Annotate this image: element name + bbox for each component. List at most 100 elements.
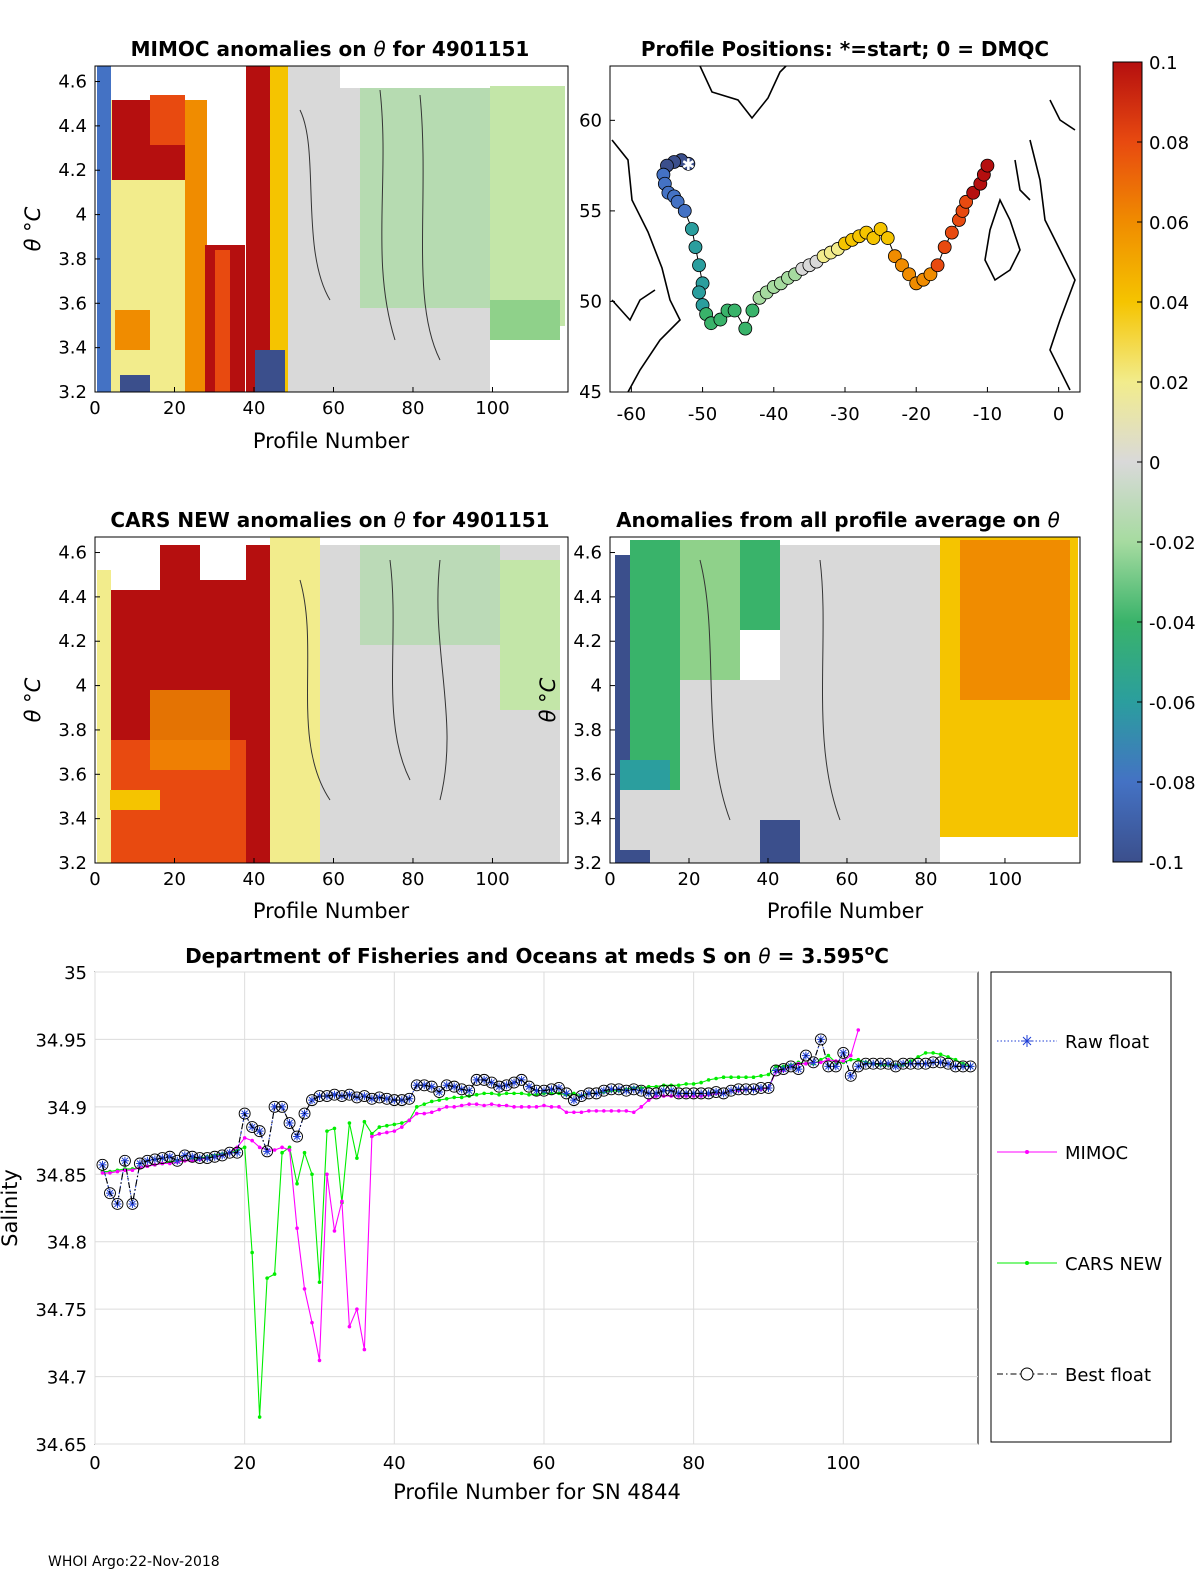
- data-point: [362, 1347, 367, 1352]
- data-point: [923, 1051, 928, 1055]
- cars-anomaly-panel: CARS NEW anomalies on θ for 4901151 0 20 4…: [21, 508, 569, 923]
- legend-label: Best float: [1065, 1365, 1151, 1386]
- data-point: [837, 1046, 850, 1059]
- data-point: [706, 1078, 711, 1082]
- profile-position-marker: [930, 258, 945, 273]
- legend-marker: [1020, 1367, 1034, 1381]
- data-point: [280, 1150, 284, 1155]
- data-point: [605, 1083, 618, 1096]
- cars-ytick-label: 3.2: [58, 853, 87, 874]
- data-point: [482, 1091, 486, 1096]
- data-point: [100, 1171, 105, 1175]
- data-point: [665, 1084, 678, 1097]
- map-xtick-label: -30: [830, 404, 859, 425]
- average-y-label: θ °C: [536, 677, 560, 722]
- salinity-ytick-label: 34.8: [47, 1233, 87, 1254]
- data-point: [150, 1155, 159, 1164]
- map-xtick-label: -10: [973, 404, 1002, 425]
- data-point: [794, 1065, 803, 1074]
- data-point: [575, 1090, 588, 1103]
- colorbar-tick-label: 0.02: [1149, 373, 1189, 394]
- data-point: [414, 1111, 419, 1116]
- data-point: [328, 1088, 341, 1101]
- data-point: [315, 1092, 324, 1101]
- average-xtick-label: 0: [604, 869, 615, 890]
- data-point: [370, 1134, 374, 1139]
- salinity-chart: Department of Fisheries and Oceans at me…: [0, 943, 1172, 1504]
- colorbar-tick-label: -0.04: [1149, 613, 1196, 634]
- data-point: [582, 1087, 595, 1100]
- mimoc-y-label: θ °C: [21, 206, 45, 251]
- data-point: [680, 1087, 693, 1100]
- data-point: [325, 1172, 329, 1177]
- data-point: [527, 1092, 531, 1097]
- colorbar-tick-label: 0.06: [1149, 213, 1189, 234]
- data-point: [931, 1051, 935, 1055]
- data-point: [751, 1075, 756, 1079]
- data-point: [317, 1280, 322, 1284]
- data-point: [538, 1084, 550, 1097]
- data-point: [173, 1156, 182, 1165]
- data-point: [809, 1058, 818, 1067]
- legend-label: MIMOC: [1065, 1143, 1128, 1164]
- data-point: [302, 1150, 307, 1155]
- data-point: [283, 1117, 296, 1129]
- data-point: [500, 1079, 513, 1092]
- data-point: [510, 1078, 519, 1087]
- data-point: [216, 1149, 229, 1162]
- data-point: [203, 1154, 212, 1163]
- profile-position-marker: [738, 321, 753, 336]
- data-point: [188, 1152, 197, 1161]
- data-point: [819, 1060, 823, 1065]
- data-point: [302, 1287, 307, 1291]
- data-point: [936, 1058, 945, 1067]
- data-point: [620, 1084, 633, 1097]
- data-point: [532, 1086, 541, 1095]
- data-point: [385, 1123, 389, 1128]
- data-point: [210, 1152, 219, 1161]
- legend-label: Raw float: [1065, 1032, 1149, 1053]
- data-point: [118, 1154, 131, 1167]
- salinity-plot-area: [94, 971, 979, 1445]
- data-point: [736, 1075, 741, 1079]
- map-xtick-label: -40: [759, 404, 788, 425]
- colorbar-tick-label: 0: [1149, 453, 1160, 474]
- salinity-xtick-label: 80: [682, 1453, 705, 1474]
- data-point: [455, 1083, 468, 1096]
- salinity-series: [96, 1028, 977, 1419]
- mimoc-xtick-label: 0: [89, 398, 100, 419]
- data-point: [257, 1145, 262, 1150]
- data-point: [335, 1090, 348, 1103]
- data-point: [403, 1092, 416, 1105]
- data-point: [377, 1125, 382, 1129]
- data-point: [306, 1094, 318, 1107]
- data-point: [265, 1276, 269, 1280]
- data-point: [291, 1130, 303, 1143]
- data-point: [729, 1075, 733, 1079]
- colorbar-tick-label: -0.06: [1149, 693, 1196, 714]
- start-marker: ✱: [682, 155, 695, 174]
- profile-position-marker: [923, 267, 938, 282]
- data-point: [727, 1086, 736, 1095]
- data-point: [525, 1082, 534, 1091]
- data-point: [841, 1059, 846, 1063]
- legend-marker: [1021, 1035, 1033, 1047]
- profile-position-marker: [745, 303, 760, 318]
- data-point: [784, 1060, 797, 1073]
- data-point: [261, 1145, 274, 1158]
- cars-ytick-label: 3.8: [58, 720, 87, 741]
- data-point: [422, 1102, 427, 1106]
- data-point: [829, 1060, 842, 1073]
- data-point: [418, 1079, 431, 1092]
- data-point: [612, 1083, 625, 1096]
- data-point: [272, 1148, 277, 1152]
- legend-label: CARS NEW: [1065, 1254, 1162, 1275]
- data-point: [762, 1082, 775, 1094]
- data-point: [676, 1083, 681, 1088]
- data-point: [631, 1110, 636, 1115]
- average-ytick-label: 4.2: [573, 631, 602, 652]
- data-point: [859, 1057, 872, 1070]
- data-point: [190, 1159, 195, 1163]
- data-point: [549, 1091, 554, 1096]
- data-point: [717, 1087, 730, 1100]
